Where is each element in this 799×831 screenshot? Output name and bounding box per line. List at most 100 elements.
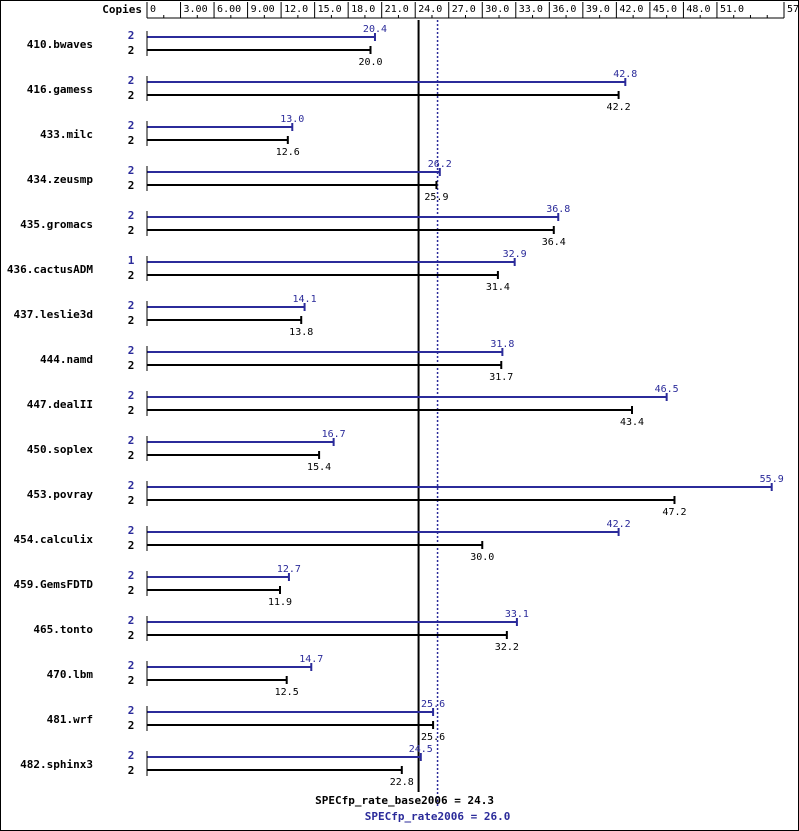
benchmark-name: 481.wrf [47, 713, 93, 726]
benchmark-row: 410.bwaves 2 2 20.4 20.0 [27, 24, 387, 68]
benchmark-row: 450.soplex 2 2 16.7 15.4 [27, 429, 346, 473]
peak-copies: 2 [128, 704, 135, 717]
peak-value-label: 13.0 [280, 114, 304, 125]
peak-value-label: 42.8 [613, 69, 637, 80]
base-value-label: 12.5 [275, 687, 299, 698]
benchmark-name: 410.bwaves [27, 38, 93, 51]
peak-value-label: 14.7 [299, 654, 323, 665]
benchmark-name: 436.cactusADM [7, 263, 93, 276]
base-value-label: 15.4 [307, 462, 331, 473]
benchmark-row: 447.dealII 2 2 46.5 43.4 [27, 384, 679, 428]
base-value-label: 12.6 [276, 147, 300, 158]
base-value-label: 30.0 [470, 552, 494, 563]
peak-value-label: 55.9 [760, 474, 784, 485]
benchmark-name: 465.tonto [33, 623, 93, 636]
tick-label: 39.0 [586, 4, 610, 15]
base-value-label: 11.9 [268, 597, 292, 608]
base-copies: 2 [128, 674, 135, 687]
benchmark-name: 450.soplex [27, 443, 94, 456]
peak-copies: 2 [128, 209, 135, 222]
base-copies: 2 [128, 44, 135, 57]
base-value-label: 36.4 [542, 237, 566, 248]
base-copies: 2 [128, 539, 135, 552]
base-copies: 2 [128, 629, 135, 642]
peak-value-label: 25.6 [421, 699, 445, 710]
peak-copies: 2 [128, 74, 135, 87]
peak-summary-label: SPECfp_rate2006 = 26.0 [365, 810, 511, 823]
benchmark-name: 437.leslie3d [14, 308, 93, 321]
copies-axis-title: Copies [102, 3, 142, 16]
peak-copies: 2 [128, 749, 135, 762]
peak-copies: 2 [128, 569, 135, 582]
base-summary-label: SPECfp_rate_base2006 = 24.3 [315, 794, 494, 807]
base-value-label: 43.4 [620, 417, 644, 428]
benchmark-name: 435.gromacs [20, 218, 93, 231]
benchmark-row: 453.povray 2 2 55.9 47.2 [27, 474, 784, 518]
benchmark-row: 416.gamess 2 2 42.8 42.2 [27, 69, 638, 113]
peak-copies: 2 [128, 119, 135, 132]
base-copies: 2 [128, 269, 135, 282]
tick-label: 30.0 [485, 4, 509, 15]
base-value-label: 31.7 [489, 372, 513, 383]
peak-value-label: 46.5 [655, 384, 679, 395]
benchmark-name: 453.povray [27, 488, 94, 501]
base-copies: 2 [128, 224, 135, 237]
peak-value-label: 20.4 [363, 24, 387, 35]
tick-label: 21.0 [385, 4, 409, 15]
tick-label: 18.0 [351, 4, 375, 15]
tick-label: 0 [150, 4, 156, 15]
benchmark-row: 459.GemsFDTD 2 2 12.7 11.9 [14, 564, 301, 608]
tick-label: 27.0 [452, 4, 476, 15]
benchmark-name: 416.gamess [27, 83, 93, 96]
peak-copies: 2 [128, 614, 135, 627]
peak-value-label: 26.2 [428, 159, 452, 170]
base-copies: 2 [128, 584, 135, 597]
base-copies: 2 [128, 359, 135, 372]
base-value-label: 47.2 [662, 507, 686, 518]
base-value-label: 13.8 [289, 327, 313, 338]
benchmark-row: 454.calculix 2 2 42.2 30.0 [14, 519, 631, 563]
benchmark-row: 482.sphinx3 2 2 24.5 22.8 [20, 744, 433, 788]
base-copies: 2 [128, 179, 135, 192]
benchmark-row: 436.cactusADM 1 2 32.9 31.4 [7, 249, 527, 293]
base-copies: 2 [128, 134, 135, 147]
x-axis: 0 3.00 6.00 9.00 12.0 15.0 18.0 21.0 24.0 27.0 30.… [146, 2, 799, 19]
base-copies: 2 [128, 494, 135, 507]
peak-copies: 2 [128, 659, 135, 672]
tick-label: 15.0 [318, 4, 342, 15]
benchmark-name: 470.lbm [47, 668, 94, 681]
base-copies: 2 [128, 404, 135, 417]
tick-label: 12.0 [284, 4, 308, 15]
benchmark-name: 454.calculix [14, 533, 94, 546]
peak-value-label: 33.1 [505, 609, 529, 620]
benchmark-row: 434.zeusmp 2 2 26.2 25.9 [27, 159, 452, 203]
peak-copies: 2 [128, 479, 135, 492]
base-copies: 2 [128, 719, 135, 732]
benchmark-name: 459.GemsFDTD [14, 578, 94, 591]
peak-copies: 2 [128, 164, 135, 177]
base-value-label: 42.2 [607, 102, 631, 113]
peak-copies: 2 [128, 434, 135, 447]
benchmark-name: 444.namd [40, 353, 93, 366]
peak-value-label: 31.8 [490, 339, 514, 350]
benchmark-name: 434.zeusmp [27, 173, 94, 186]
peak-copies: 2 [128, 29, 135, 42]
peak-value-label: 32.9 [503, 249, 527, 260]
base-value-label: 25.9 [424, 192, 448, 203]
benchmark-name: 433.milc [40, 128, 93, 141]
base-value-label: 25.6 [421, 732, 445, 743]
tick-label: 24.0 [418, 4, 442, 15]
tick-label: 33.0 [519, 4, 543, 15]
reference-lines [417, 20, 439, 808]
tick-label: 45.0 [653, 4, 677, 15]
tick-label: 9.00 [251, 4, 275, 15]
benchmark-rows: 410.bwaves 2 2 20.4 20.0 416.gamess 2 2 42.8 42.2… [7, 24, 784, 788]
base-value-label: 22.8 [390, 777, 414, 788]
tick-label: 42.0 [619, 4, 643, 15]
tick-label: 57.0 [787, 4, 799, 15]
tick-label: 36.0 [552, 4, 576, 15]
peak-value-label: 36.8 [546, 204, 570, 215]
tick-label: 3.00 [184, 4, 208, 15]
benchmark-row: 435.gromacs 2 2 36.8 36.4 [20, 204, 570, 248]
